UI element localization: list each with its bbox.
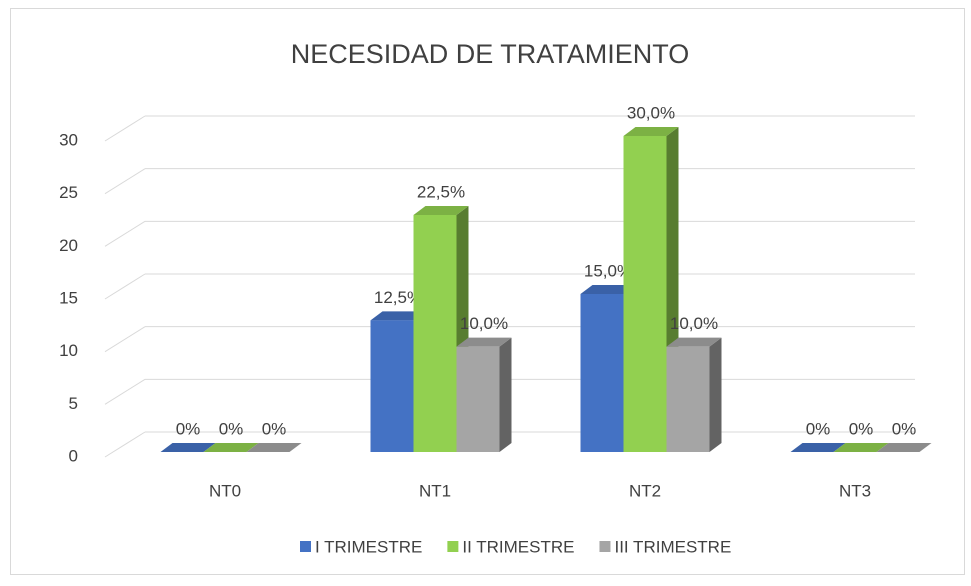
x-tick-label: NT0 bbox=[209, 481, 241, 500]
chart-border bbox=[10, 8, 965, 575]
data-label: 0% bbox=[262, 419, 287, 438]
legend-swatch bbox=[599, 541, 611, 552]
bar-top bbox=[370, 311, 426, 321]
x-tick-label: NT2 bbox=[629, 481, 661, 500]
data-label: 10,0% bbox=[460, 314, 508, 333]
bar-top bbox=[790, 443, 846, 452]
bar-top bbox=[203, 443, 259, 452]
y-tick-label: 10 bbox=[59, 341, 78, 360]
y-tick-label: 30 bbox=[59, 130, 78, 149]
bar bbox=[580, 294, 624, 452]
grid-line bbox=[104, 168, 146, 195]
grid-line bbox=[104, 431, 146, 458]
data-label: 0% bbox=[219, 419, 244, 438]
grid-line bbox=[104, 220, 146, 247]
y-tick-label: 15 bbox=[59, 288, 78, 307]
bar-side bbox=[499, 337, 512, 452]
x-tick-label: NT3 bbox=[839, 481, 871, 500]
bar bbox=[456, 346, 500, 452]
data-label: 30,0% bbox=[627, 103, 675, 122]
bar-top bbox=[456, 337, 512, 347]
legend-label: I TRIMESTRE bbox=[315, 537, 422, 556]
y-tick-label: 0 bbox=[69, 446, 78, 465]
data-label: 22,5% bbox=[417, 182, 465, 201]
bar-top bbox=[666, 337, 722, 347]
data-label: 15,0% bbox=[584, 261, 632, 280]
grid-line bbox=[104, 273, 146, 300]
data-label: 0% bbox=[892, 419, 917, 438]
bar-top bbox=[833, 443, 889, 452]
data-label: 10,0% bbox=[670, 314, 718, 333]
bar-top bbox=[246, 443, 302, 452]
bar-top bbox=[580, 285, 636, 294]
legend-swatch bbox=[300, 541, 311, 552]
grid-line bbox=[104, 326, 146, 353]
bar-side bbox=[709, 337, 722, 452]
grid-line bbox=[104, 378, 146, 405]
x-tick-label: NT1 bbox=[419, 481, 451, 500]
y-tick-label: 25 bbox=[59, 183, 78, 202]
data-label: 0% bbox=[176, 419, 201, 438]
bar bbox=[623, 136, 667, 452]
bar bbox=[370, 320, 414, 452]
bar bbox=[413, 215, 457, 452]
legend-label: II TRIMESTRE bbox=[462, 537, 574, 556]
y-tick-label: 5 bbox=[69, 394, 78, 413]
legend-label: III TRIMESTRE bbox=[614, 537, 731, 556]
bar-top bbox=[876, 443, 932, 452]
grid-line bbox=[104, 115, 146, 142]
bar-top bbox=[623, 127, 679, 136]
bar-top bbox=[413, 206, 469, 215]
bar-top bbox=[160, 443, 216, 452]
bar bbox=[666, 346, 710, 452]
legend-swatch bbox=[447, 541, 459, 552]
y-tick-label: 20 bbox=[59, 236, 78, 255]
data-label: 12,5% bbox=[374, 288, 422, 307]
data-label: 0% bbox=[849, 419, 874, 438]
chart-title: NECESIDAD DE TRATAMIENTO bbox=[291, 39, 690, 69]
data-label: 0% bbox=[806, 419, 831, 438]
